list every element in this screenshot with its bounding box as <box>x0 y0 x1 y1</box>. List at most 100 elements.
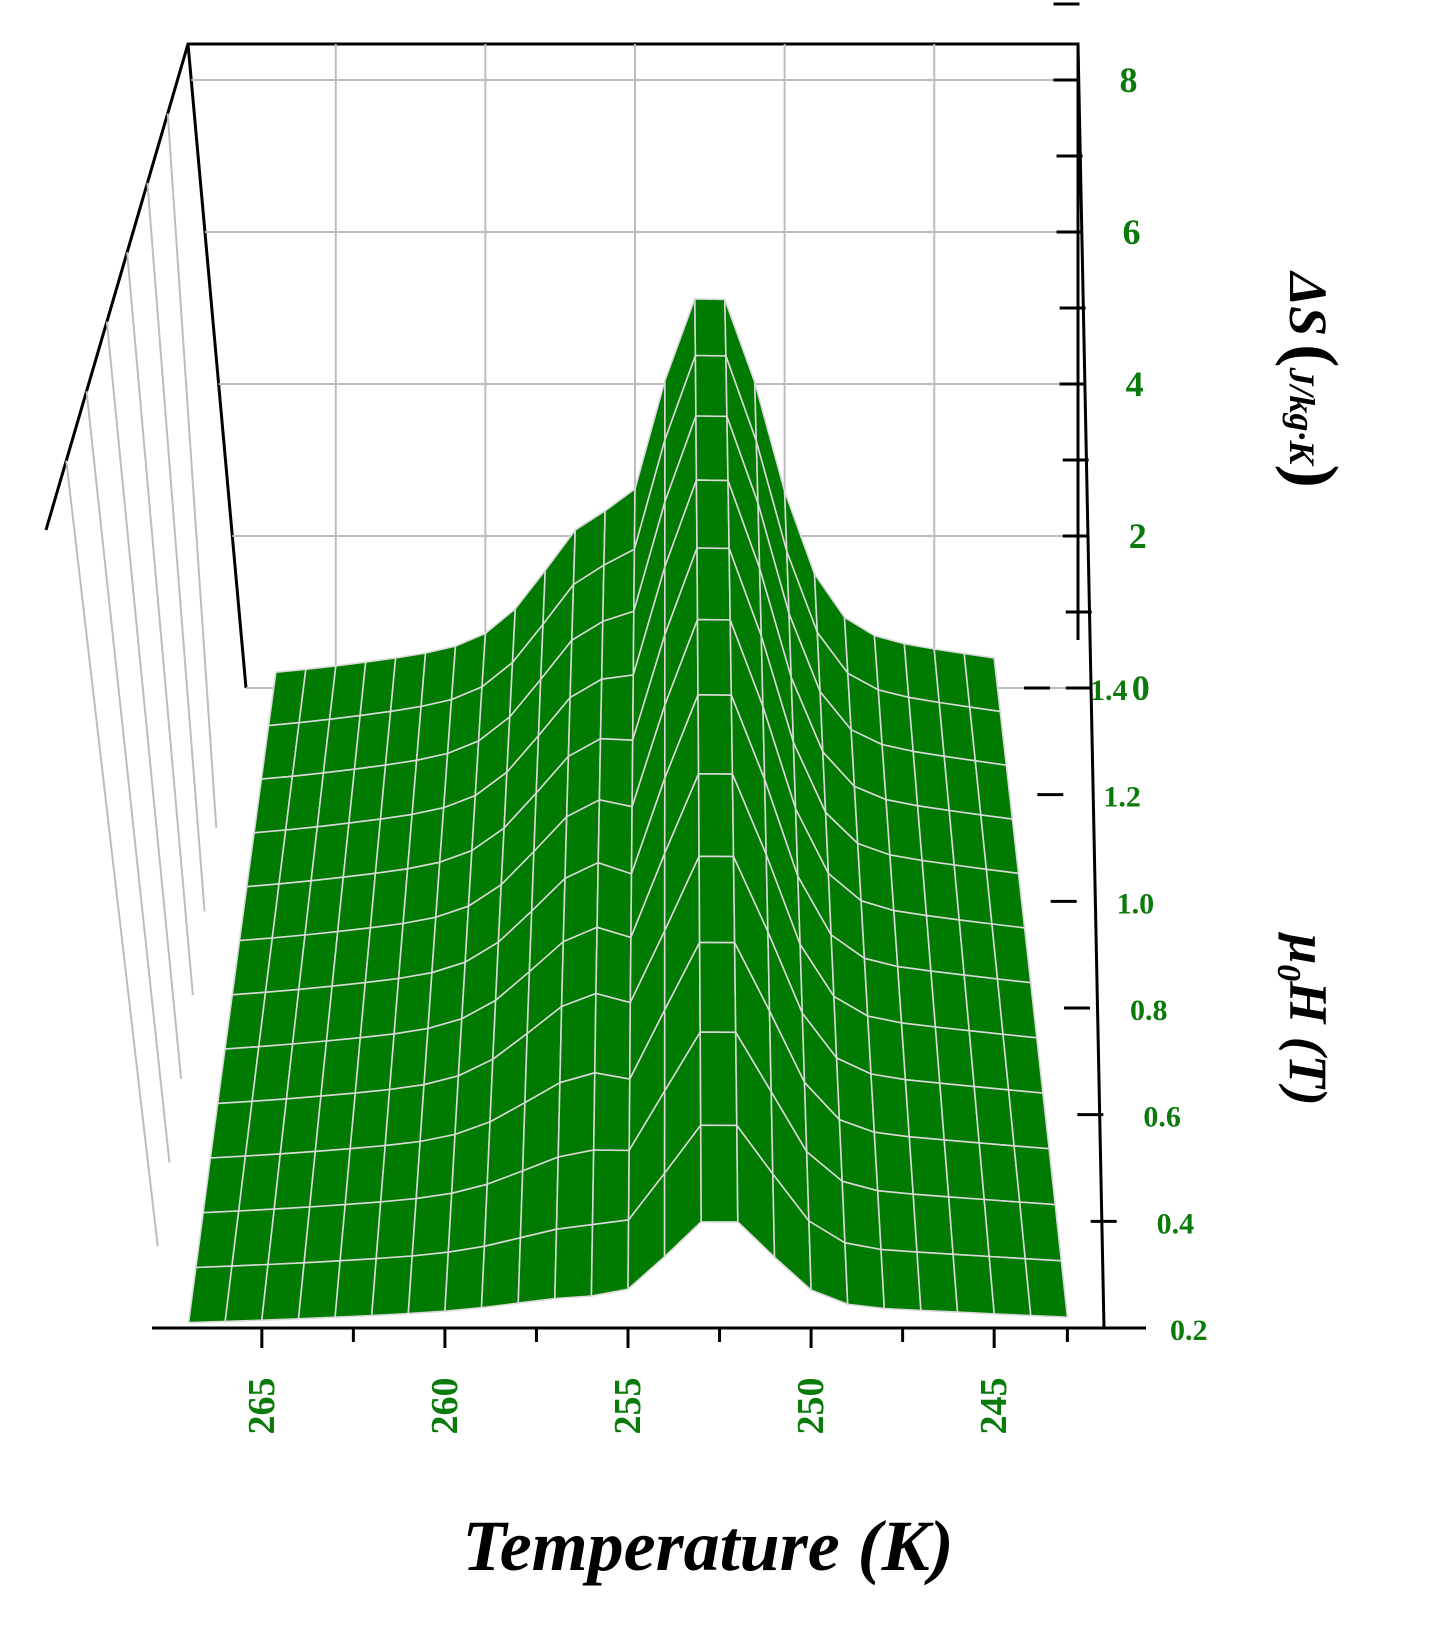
surface-cell <box>985 868 1026 929</box>
z-axis-title-unit: J/kg·K <box>1282 366 1322 467</box>
surface-cell <box>370 1255 414 1317</box>
surface-cell <box>557 1071 596 1158</box>
surface-cell <box>314 1092 357 1153</box>
surface-cell <box>334 1257 378 1319</box>
surface-cell <box>856 842 895 912</box>
y-axis-title-rest: H (T) <box>1278 980 1338 1105</box>
svg-text:μ0H (T): μ0H (T) <box>1270 931 1338 1106</box>
surface-cell <box>593 992 632 1081</box>
surface-cell <box>273 1150 317 1210</box>
surface-cell <box>339 1201 382 1262</box>
surface-cell <box>415 1133 456 1200</box>
surface-cell <box>974 759 1014 821</box>
y-tick-label: 0.2 <box>1170 1314 1208 1347</box>
surface-cell <box>599 674 635 742</box>
surface-cell <box>553 1223 594 1300</box>
surface-cell <box>844 1241 886 1310</box>
surface-cell <box>860 899 899 968</box>
x-tick-label-text: 265 <box>241 1378 283 1435</box>
surface-cell <box>863 957 903 1024</box>
surface-cell <box>600 610 635 681</box>
surface-cell <box>369 867 409 929</box>
surface-cell <box>598 737 634 808</box>
surface-cell <box>419 1074 460 1143</box>
surface-cell <box>303 1203 347 1264</box>
surface-cell <box>590 1218 630 1297</box>
surface-cell <box>407 1251 450 1315</box>
back-frame <box>44 42 1080 640</box>
surface-cell <box>285 1040 328 1100</box>
surface-cell <box>1013 1145 1057 1206</box>
y-axis-title-sub: 0 <box>1270 964 1307 981</box>
surface-cell <box>592 1071 631 1152</box>
surface-cell <box>423 1017 463 1086</box>
surface-cell <box>224 1263 269 1323</box>
surface-cell <box>559 992 597 1084</box>
surface-cell <box>991 923 1032 984</box>
surface-cell <box>555 1149 595 1231</box>
back-walls <box>44 42 1080 1247</box>
surface-cell <box>916 804 956 866</box>
z-axis-title: ΔS(J/kg·K) <box>1274 270 1351 488</box>
surface-cell <box>698 941 737 1034</box>
surface-cell <box>230 1208 276 1267</box>
surface-cell <box>595 926 632 1004</box>
back-vertical-edge <box>186 43 248 689</box>
z-tick-label: 6 <box>1123 212 1141 252</box>
surface-cell <box>695 479 730 550</box>
surface-cell <box>983 1198 1027 1260</box>
surface-cell <box>904 1078 946 1141</box>
x-tick-label: 265 <box>241 1378 283 1435</box>
surface-cell <box>930 970 971 1032</box>
surface-cell <box>237 1153 282 1212</box>
surface-cell <box>447 1183 489 1254</box>
y-axis-title: μ0H (T) <box>1270 931 1338 1106</box>
surface-cell <box>968 706 1008 767</box>
surface-cell <box>996 978 1038 1039</box>
surface-cell <box>384 1083 425 1147</box>
surface-cell <box>873 634 910 699</box>
surface-cell <box>694 354 728 418</box>
surface-cell <box>866 1015 907 1081</box>
surface-cell <box>697 693 734 775</box>
surface-cell <box>349 1088 391 1150</box>
surface-cell <box>968 1029 1010 1091</box>
side-wall-gridline <box>166 113 218 828</box>
surface-cell <box>947 1196 991 1258</box>
surface-cell <box>397 916 437 980</box>
surface-cell <box>420 645 457 708</box>
surface-cell <box>876 1189 918 1253</box>
surface-cell <box>597 798 633 876</box>
z-tick-label: 0 <box>1132 668 1150 708</box>
y-tick-label: 1.2 <box>1103 781 1141 814</box>
surface-cell <box>375 1197 418 1260</box>
z-axis-title-symbol: ΔS <box>1278 270 1338 336</box>
surface-cell <box>880 1248 922 1312</box>
surface-cell <box>411 1192 453 1257</box>
surface-mesh <box>187 298 1069 1324</box>
surface-cell <box>388 1027 429 1091</box>
surface-cell <box>943 1139 986 1201</box>
surface-cell <box>873 1131 915 1196</box>
surface-cell <box>877 688 915 753</box>
x-tick-label-text: 260 <box>424 1378 466 1435</box>
side-wall-gridline <box>105 321 183 1079</box>
x-tick-label: 250 <box>790 1378 832 1435</box>
surface-cell <box>325 981 367 1042</box>
surface-cell <box>374 813 413 875</box>
surface-cell <box>696 618 733 697</box>
surface-cell <box>411 752 449 816</box>
surface-cell <box>896 965 937 1028</box>
surface-cell <box>389 652 427 713</box>
z-tick-label: 8 <box>1119 60 1137 100</box>
x-tick-label: 245 <box>973 1378 1015 1435</box>
side-wall-gridline <box>85 391 171 1163</box>
y-tick-label: 1.0 <box>1117 887 1155 920</box>
surface-cell <box>517 1228 558 1305</box>
surface-cell <box>348 764 387 825</box>
tick-labels: 265 260 255 250 245 0.2 0.4 0.6 0.8 1.0 1.2 1.4 0 2 4 6… <box>241 60 1208 1435</box>
surface-cell <box>885 798 923 862</box>
x-tick-label-text: 245 <box>973 1378 1015 1435</box>
